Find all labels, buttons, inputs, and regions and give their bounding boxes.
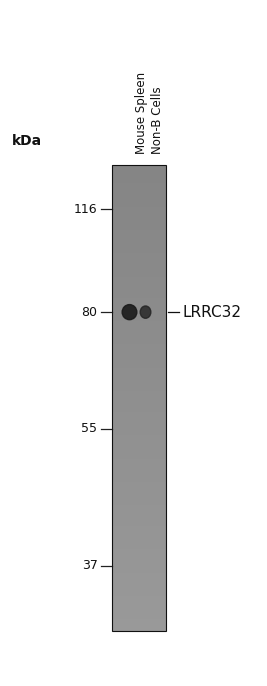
Text: kDa: kDa [12, 134, 42, 147]
Text: 80: 80 [81, 306, 97, 318]
Ellipse shape [140, 306, 151, 318]
Ellipse shape [122, 305, 137, 320]
Text: Mouse Spleen: Mouse Spleen [135, 72, 148, 154]
Text: 37: 37 [82, 560, 97, 572]
Text: 116: 116 [74, 203, 97, 215]
Text: Non-B Cells: Non-B Cells [151, 86, 164, 154]
Text: 55: 55 [81, 423, 97, 435]
Text: LRRC32: LRRC32 [183, 305, 242, 320]
Bar [112, 165, 166, 631]
Ellipse shape [124, 394, 151, 402]
